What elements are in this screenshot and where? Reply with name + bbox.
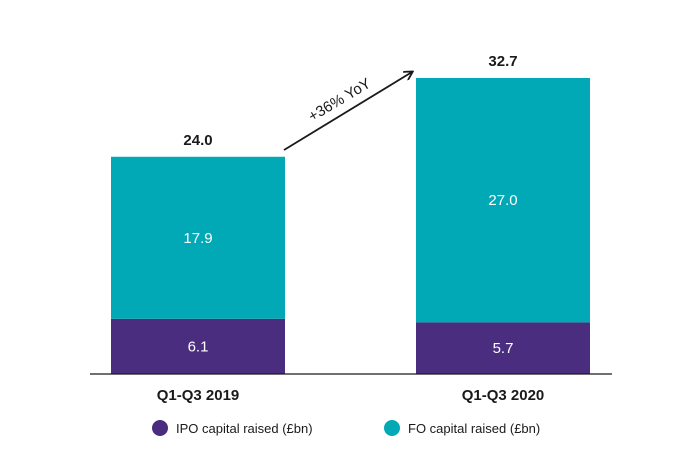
labels-layer: 6.1 17.9 24.0 Q1-Q3 2019 5.7 27.0 32.7 Q1-Q3 20… xyxy=(157,53,545,404)
bars-layer xyxy=(111,78,590,374)
legend-swatch-icon xyxy=(384,420,400,436)
legend-swatch-icon xyxy=(152,420,168,436)
bar-segment-ipo-2 xyxy=(416,322,590,374)
segment-value-label: 6.1 xyxy=(188,338,209,355)
bar-segment-ipo-1 xyxy=(111,318,285,374)
growth-annotation: +36% YoY xyxy=(305,75,373,125)
bar-segment-fo-2 xyxy=(416,78,590,323)
legend-item-ipo: IPO capital raised (£bn) xyxy=(152,420,313,436)
x-tick-label: Q1-Q3 2019 xyxy=(157,387,240,404)
legend-label: IPO capital raised (£bn) xyxy=(176,421,313,436)
x-tick-label: Q1-Q3 2020 xyxy=(462,387,545,404)
total-value-label: 24.0 xyxy=(183,132,212,149)
segment-value-label: 27.0 xyxy=(488,192,517,209)
growth-arrow xyxy=(283,72,412,151)
segment-value-label: 5.7 xyxy=(493,340,514,357)
total-value-label: 32.7 xyxy=(488,53,517,70)
legend-label: FO capital raised (£bn) xyxy=(408,421,540,436)
segment-value-label: 17.9 xyxy=(183,230,212,247)
bar-segment-fo-1 xyxy=(111,156,285,319)
legend-item-fo: FO capital raised (£bn) xyxy=(384,420,540,436)
legend: IPO capital raised (£bn) FO capital raise… xyxy=(152,420,540,436)
